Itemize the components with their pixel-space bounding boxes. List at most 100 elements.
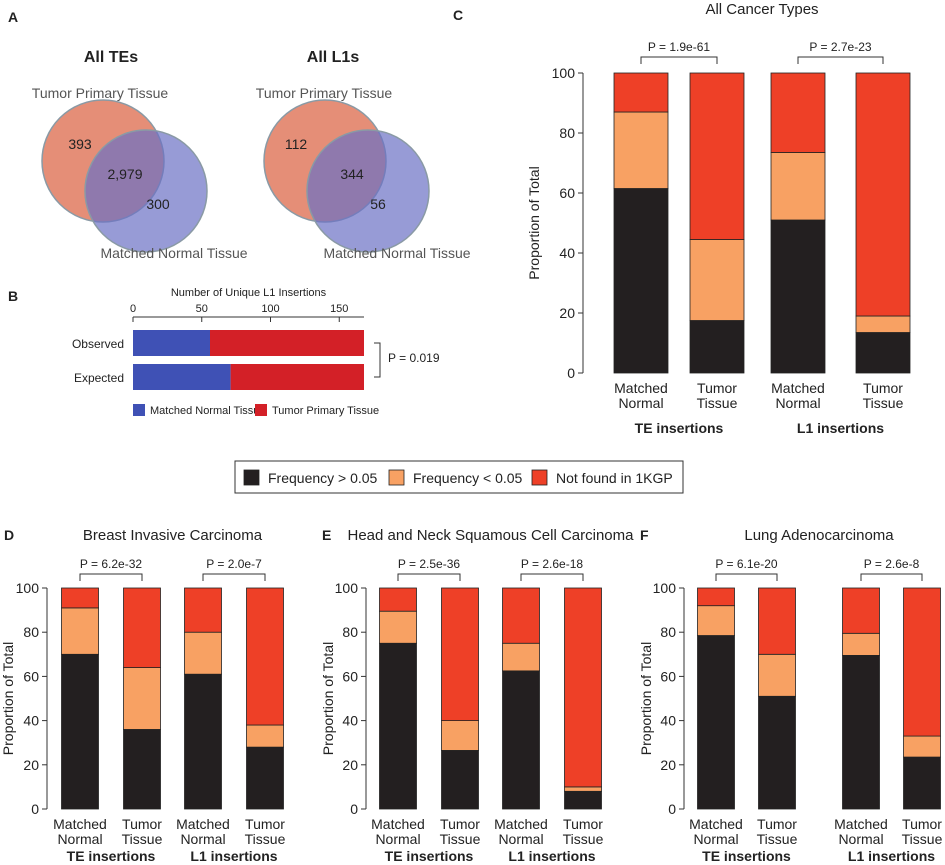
- bar-segment: [903, 735, 941, 758]
- y-tick-label: 40: [342, 713, 358, 729]
- group-label: TE insertions: [635, 420, 724, 436]
- bar-segment: [758, 653, 796, 697]
- bar-segment: [842, 632, 880, 656]
- legend-frame: [234, 460, 684, 494]
- bar-segment: [689, 72, 745, 240]
- x-tick-label: Matched: [834, 816, 888, 832]
- bar-segment: [502, 642, 540, 672]
- x-tick-label: Matched: [689, 816, 743, 832]
- bar-segment: [689, 320, 745, 374]
- legend-swatch-normal: [133, 404, 145, 416]
- venn-only-tumor-count: 112: [285, 136, 308, 152]
- chart-title: All Cancer Types: [705, 1, 818, 18]
- venn-only-tumor-count: 393: [68, 136, 92, 152]
- chart-title: Lung Adenocarcinoma: [744, 527, 894, 544]
- group-label: TE insertions: [385, 848, 474, 864]
- x-tick-label: Normal: [775, 395, 820, 411]
- x-tick-label: Tissue: [245, 831, 286, 847]
- y-tick-label: 40: [660, 713, 676, 729]
- x-tick-label: 100: [261, 303, 279, 315]
- bar-segment: [689, 239, 745, 321]
- significance-bracket: [715, 573, 778, 581]
- bar-segment: [697, 605, 735, 636]
- y-tick-label: 40: [23, 713, 39, 729]
- significance-bracket: [397, 573, 461, 581]
- group-label: L1 insertions: [190, 848, 277, 864]
- panel-d-chart: Breast Invasive Carcinoma 0 20 40 60 80 100 Pro…: [0, 527, 286, 864]
- x-tick-label: Normal: [375, 831, 420, 847]
- bar-segment: [502, 670, 540, 810]
- bar-segment: [379, 587, 417, 612]
- group-label: L1 insertions: [848, 848, 935, 864]
- panel-label-c: C: [453, 7, 463, 23]
- bar-segment: [855, 72, 911, 317]
- p-value: P = 6.1e-20: [715, 557, 777, 571]
- bar-segment: [379, 642, 417, 810]
- bar-segment: [123, 729, 161, 810]
- y-tick-label: 80: [342, 624, 358, 640]
- venn-shared-count: 2,979: [107, 166, 142, 182]
- y-tick-label: 100: [552, 65, 576, 81]
- x-tick-label: 0: [130, 303, 136, 315]
- group-label: L1 insertions: [508, 848, 595, 864]
- p-value: P = 1.9e-61: [648, 40, 710, 54]
- venn-bottom-label: Matched Normal Tissue: [100, 245, 247, 261]
- y-tick-label: 60: [23, 668, 39, 684]
- venn-title: All L1s: [307, 49, 360, 66]
- bar-segment: [441, 750, 479, 810]
- y-axis-label: Proportion of Total: [0, 642, 16, 755]
- bar-segment: [770, 152, 826, 221]
- bar-segment: [564, 587, 602, 788]
- bar-segment: [842, 655, 880, 810]
- venn-all-tes: All TEs Tumor Primary Tissue 393 2,979 3…: [32, 49, 248, 261]
- venn-bottom-label: Matched Normal Tissue: [323, 245, 470, 261]
- x-tick-label: Tumor: [697, 380, 737, 396]
- x-tick-label: Matched: [494, 816, 548, 832]
- y-tick-label: 20: [342, 757, 358, 773]
- venn-only-normal-count: 56: [370, 196, 386, 212]
- chart-title: Breast Invasive Carcinoma: [83, 527, 263, 544]
- x-tick-label: Tissue: [863, 395, 904, 411]
- significance-bracket: [797, 56, 884, 64]
- p-value: P = 2.7e-23: [809, 40, 871, 54]
- x-tick-label: Matched: [371, 816, 425, 832]
- x-tick-label: 50: [196, 303, 208, 315]
- bar-segment: [441, 720, 479, 751]
- venn-only-normal-count: 300: [146, 196, 170, 212]
- venn-shared-count: 344: [340, 166, 364, 182]
- row-label: Expected: [74, 371, 124, 385]
- legend-swatch-freq-high: [243, 469, 260, 486]
- bar-segment: [61, 587, 99, 609]
- legend-swatch-not-found: [531, 469, 548, 486]
- bar-segment: [246, 587, 284, 726]
- p-value: P = 2.6e-18: [521, 557, 583, 571]
- panel-label-f: F: [640, 527, 649, 543]
- group-label: TE insertions: [67, 848, 156, 864]
- bar-segment: [184, 673, 222, 810]
- bar-segment: [246, 746, 284, 810]
- bar-segment: [564, 790, 602, 810]
- x-tick-label: Normal: [693, 831, 738, 847]
- y-tick-label: 20: [23, 757, 39, 773]
- y-axis-label: Proportion of Total: [638, 642, 654, 755]
- chart-title: Number of Unique L1 Insertions: [171, 287, 327, 299]
- bar-segment: [903, 756, 941, 810]
- legend-label-tumor: Tumor Primary Tissue: [272, 405, 379, 417]
- x-tick-label: Normal: [57, 831, 102, 847]
- bar-segment: [613, 111, 669, 189]
- panel-f-chart: Lung Adenocarcinoma 0 20 40 60 80 100 Proportio…: [638, 527, 943, 864]
- legend-swatch-tumor: [255, 404, 267, 416]
- x-tick-label: Matched: [771, 380, 825, 396]
- y-tick-label: 80: [559, 125, 575, 141]
- y-tick-label: 0: [350, 801, 358, 817]
- venn-normal-circle: [306, 129, 430, 253]
- p-value: P = 0.019: [388, 351, 440, 365]
- x-tick-label: Tumor: [902, 816, 942, 832]
- bar-segment: [246, 724, 284, 748]
- x-tick-label: Tumor: [757, 816, 797, 832]
- legend-label-freq-high: Frequency > 0.05: [268, 470, 378, 486]
- x-tick-label: 150: [330, 303, 348, 315]
- venn-top-label: Tumor Primary Tissue: [32, 85, 169, 101]
- x-tick-label: Normal: [618, 395, 663, 411]
- chart-title: Head and Neck Squamous Cell Carcinoma: [348, 527, 635, 544]
